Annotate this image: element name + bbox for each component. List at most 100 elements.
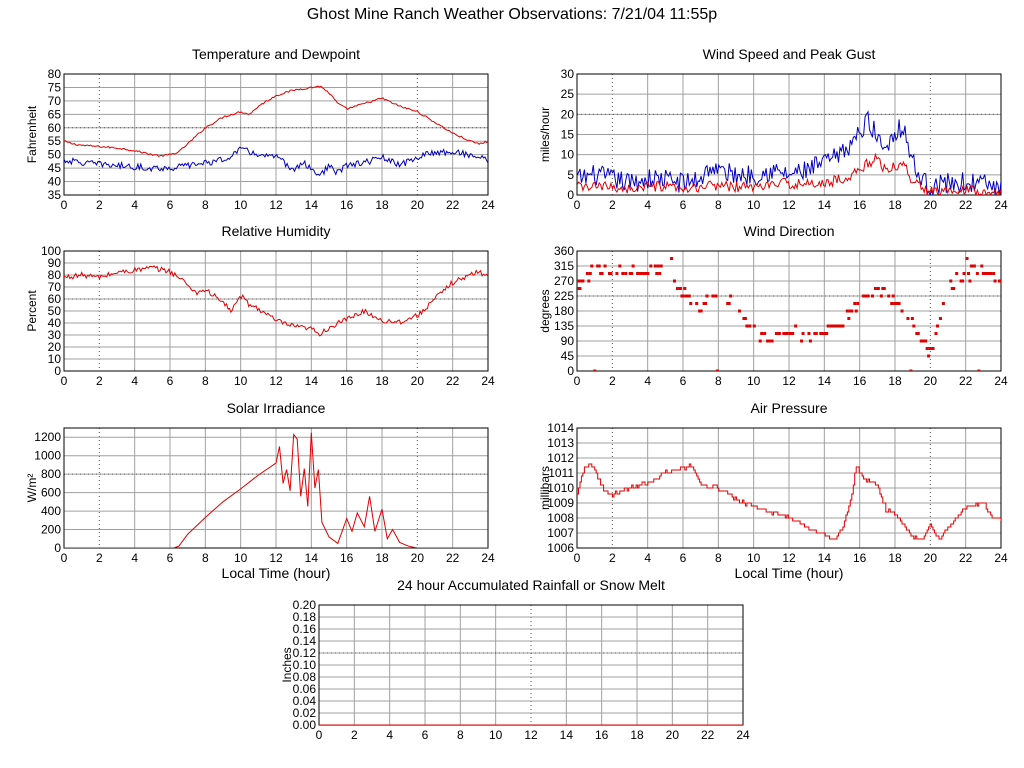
temperature-series-line [64, 146, 488, 177]
pressure-xtick-label: 20 [924, 551, 938, 565]
wind-speed-xtick-label: 12 [782, 198, 796, 212]
humidity-xtick-label: 4 [131, 374, 138, 388]
humidity-ylabel: Percent [25, 290, 39, 332]
solar-xtick-label: 16 [340, 551, 354, 565]
wind-direction-point [870, 294, 874, 298]
wind-speed-ytick-label: 5 [567, 168, 574, 182]
wind-direction-point [975, 272, 979, 275]
wind-direction-point [949, 279, 953, 283]
wind-direction-point [955, 272, 959, 275]
humidity-xtick-label: 10 [234, 374, 248, 388]
wind-direction-xtick-label: 8 [715, 374, 722, 388]
rainfall-xtick-label: 22 [701, 728, 715, 742]
wind-direction-point [585, 272, 589, 275]
wind-direction-ytick-label: 270 [554, 274, 574, 288]
wind-direction-point [862, 294, 866, 298]
solar-xtick-label: 24 [481, 551, 495, 565]
wind-direction-point [770, 339, 774, 343]
wind-direction-point [578, 287, 582, 290]
temperature-title: Temperature and Dewpoint [192, 46, 360, 62]
wind-direction-point [705, 294, 709, 298]
temperature-series-line [64, 85, 488, 158]
wind-direction-point [935, 324, 939, 328]
wind-direction-point [678, 287, 682, 290]
wind-direction-point [618, 264, 622, 268]
wind-direction-point [965, 257, 969, 260]
wind-direction-point [801, 332, 805, 335]
page-title: Ghost Mine Ranch Weather Observations: 7… [306, 6, 718, 23]
rainfall-ytick-label: 0.00 [293, 718, 317, 732]
pressure-ytick-label: 1008 [547, 511, 574, 525]
humidity-xtick-label: 12 [269, 374, 283, 388]
solar-xlabel: Local Time (hour) [222, 565, 331, 581]
rainfall-xtick-label: 20 [666, 728, 680, 742]
wind-direction-point [916, 332, 920, 335]
wind-direction-point [897, 302, 901, 305]
rainfall-xtick-label: 6 [422, 728, 429, 742]
wind-direction-title: Wind Direction [743, 223, 834, 239]
wind-direction-point [814, 332, 818, 335]
temperature-xtick-label: 18 [375, 198, 389, 212]
wind-direction-ytick-label: 315 [554, 259, 574, 273]
wind-speed-series-line [577, 152, 1001, 195]
wind-direction-point [603, 264, 607, 268]
rainfall-ytick-label: 0.02 [293, 706, 317, 720]
rainfall-xtick-label: 0 [316, 728, 323, 742]
wind-direction-point [630, 272, 634, 275]
pressure-xtick-label: 6 [680, 551, 687, 565]
pressure-ytick-label: 1013 [547, 436, 574, 450]
wind-direction-point [600, 272, 604, 275]
wind-direction-point [727, 302, 731, 305]
wind-direction-point [777, 332, 781, 335]
wind-direction-point [699, 309, 703, 313]
humidity-ytick-label: 0 [54, 364, 61, 378]
wind-direction-point [909, 369, 913, 371]
wind-direction-point [825, 332, 829, 335]
wind-speed-ytick-label: 0 [567, 188, 574, 202]
rainfall-xtick-label: 16 [595, 728, 609, 742]
solar-xtick-label: 8 [202, 551, 209, 565]
wind-direction-point [738, 309, 742, 313]
wind-direction-point [993, 279, 997, 283]
wind-direction-point [624, 272, 628, 275]
temperature-xtick-label: 0 [61, 198, 68, 212]
wind-direction-xtick-label: 14 [818, 374, 832, 388]
pressure-ylabel: millibars [538, 466, 552, 510]
wind-direction-point [961, 279, 965, 283]
temperature-ytick-label: 70 [48, 94, 62, 108]
wind-direction-point [906, 317, 910, 320]
temperature-xtick-label: 8 [202, 198, 209, 212]
wind-direction-point [925, 347, 929, 350]
wind-direction-point [649, 264, 653, 268]
wind-direction-point [581, 279, 585, 283]
solar-series-line [64, 432, 488, 548]
temperature-ytick-label: 55 [48, 134, 62, 148]
wind-direction-point [887, 294, 891, 298]
solar-xtick-label: 20 [411, 551, 425, 565]
humidity-ytick-label: 50 [48, 304, 62, 318]
humidity-frame [63, 250, 489, 372]
wind-speed-xtick-label: 10 [747, 198, 761, 212]
wind-direction-point [681, 294, 685, 298]
rainfall-ytick-label: 0.06 [293, 682, 317, 696]
pressure-xtick-label: 14 [818, 551, 832, 565]
wind-direction-point [760, 332, 764, 335]
solar-ytick-label: 200 [41, 523, 61, 537]
wind-direction-xtick-label: 20 [924, 374, 938, 388]
wind-direction-point [588, 272, 592, 275]
pressure-xtick-label: 10 [747, 551, 761, 565]
temperature-ylabel: Fahrenheit [25, 105, 39, 163]
wind-direction-point [891, 294, 895, 298]
wind-direction-point [791, 332, 795, 335]
wind-direction-point [670, 257, 674, 260]
wind-direction-point [882, 287, 886, 290]
wind-direction-point [832, 324, 836, 328]
wind-direction-point [826, 324, 830, 328]
solar-title: Solar Irradiance [227, 400, 326, 416]
temperature-xtick-label: 12 [269, 198, 283, 212]
wind-direction-point [704, 302, 708, 305]
wind-direction-xtick-label: 16 [853, 374, 867, 388]
wind-direction-frame [576, 250, 1002, 372]
